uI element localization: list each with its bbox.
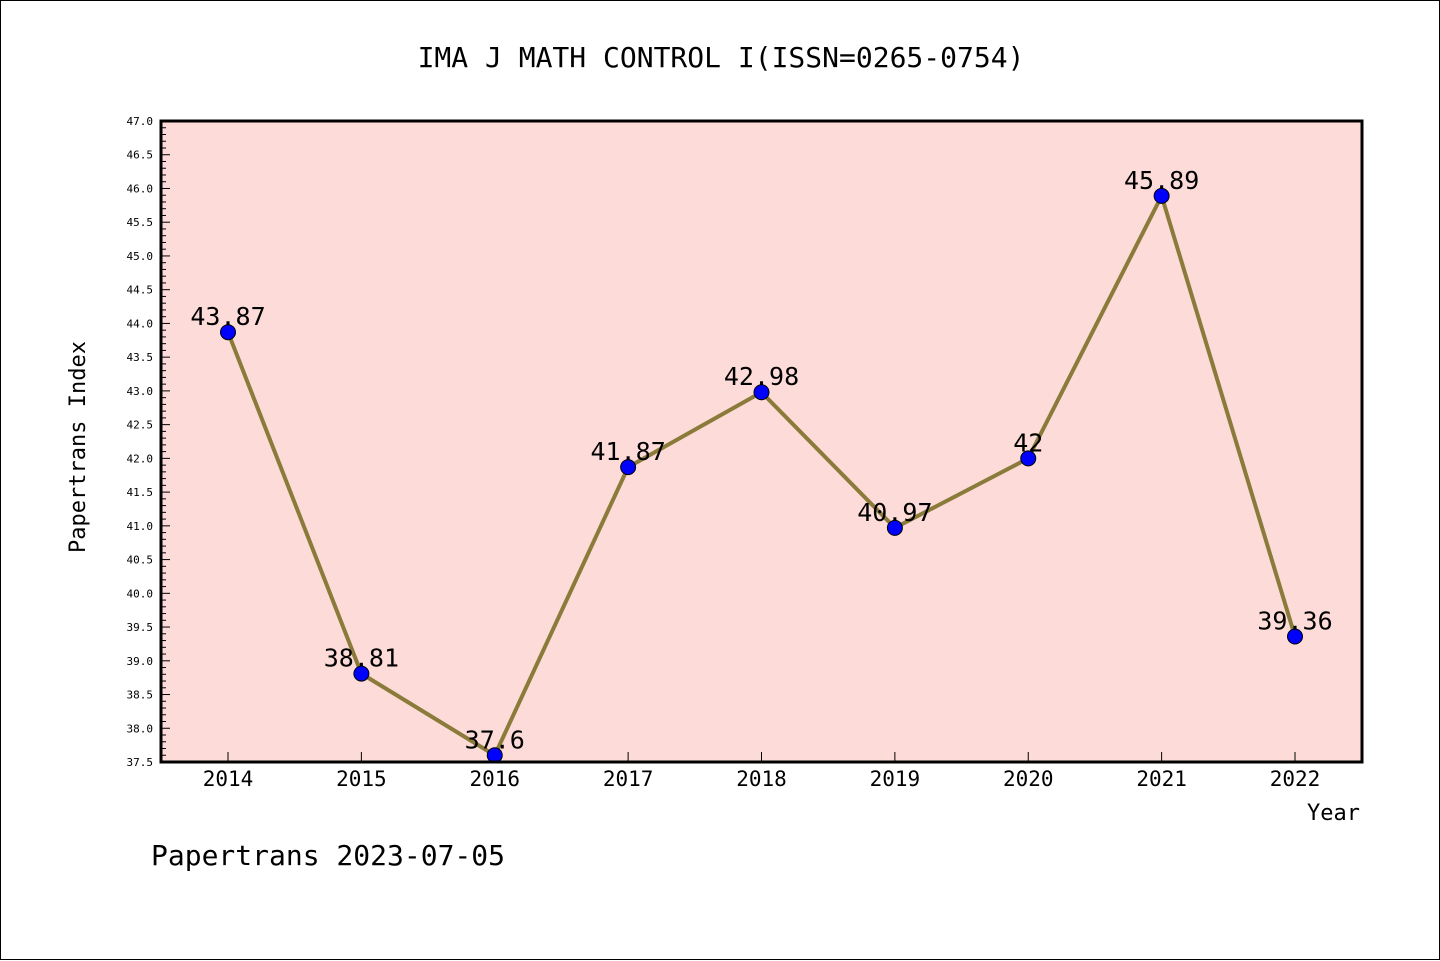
x-tick-label: 2019 xyxy=(870,767,921,791)
y-axis: 37.5 38.0 38.5 39.0 39.5 40.0 40.5 41.0 41.5 42.0… xyxy=(127,115,170,769)
data-point xyxy=(353,665,370,682)
y-tick-label: 43.0 xyxy=(127,385,154,398)
data-point xyxy=(1153,187,1170,204)
y-tick-label: 45.0 xyxy=(127,250,154,263)
y-tick-label: 41.5 xyxy=(127,486,154,499)
x-tick-label: 2021 xyxy=(1136,767,1187,791)
data-label: 38.81 xyxy=(324,644,399,673)
y-tick-label: 46.5 xyxy=(127,149,154,162)
x-tick-label: 2022 xyxy=(1270,767,1321,791)
y-tick-label: 45.5 xyxy=(127,216,154,229)
y-tick-label: 40.5 xyxy=(127,554,154,567)
data-point xyxy=(1287,628,1303,645)
chart-title: IMA J MATH CONTROL I(ISSN=0265-0754) xyxy=(418,41,1025,74)
plot-area xyxy=(161,121,1362,762)
x-tick-label: 2018 xyxy=(736,767,787,791)
y-tick-label: 41.0 xyxy=(127,520,154,533)
x-axis: 2014 2015 2016 2017 2018 2019 2020 2021 2022 xyxy=(203,752,1321,791)
plot-frame xyxy=(159,119,1364,764)
x-tick-label: 2015 xyxy=(336,767,387,791)
y-tick-label: 44.5 xyxy=(127,284,154,297)
data-point xyxy=(753,384,770,401)
x-axis-label: Year xyxy=(1307,801,1360,826)
data-label: 45.89 xyxy=(1124,166,1199,195)
y-tick-label: 40.0 xyxy=(127,587,154,600)
data-label: 43.87 xyxy=(190,302,265,331)
y-tick-label: 38.5 xyxy=(127,689,154,702)
data-label: 42 xyxy=(1013,428,1043,457)
y-tick-label: 39.0 xyxy=(127,655,154,668)
y-tick-label: 42.5 xyxy=(127,419,154,432)
y-tick-label: 37.5 xyxy=(127,756,154,769)
y-tick-label: 43.5 xyxy=(127,351,154,364)
data-point xyxy=(1020,450,1037,467)
x-tick-label: 2020 xyxy=(1003,767,1054,791)
data-label: 41.87 xyxy=(590,437,665,466)
y-tick-label: 38.0 xyxy=(127,722,154,735)
data-point xyxy=(886,519,903,536)
data-point xyxy=(220,324,236,341)
data-labels: 43.87 38.81 37.6 41.87 42.98 40.97 42 45.89 39.3… xyxy=(190,166,1332,754)
data-point xyxy=(620,459,637,476)
y-axis-label: Papertrans Index xyxy=(66,341,91,553)
data-label: 40.97 xyxy=(857,498,932,527)
x-tick-label: 2014 xyxy=(203,767,254,791)
y-tick-label: 47.0 xyxy=(127,115,154,128)
y-tick-label: 46.0 xyxy=(127,182,154,195)
footer-text: Papertrans 2023-07-05 xyxy=(151,839,505,872)
x-tick-label: 2017 xyxy=(603,767,654,791)
x-tick-label: 2016 xyxy=(469,767,520,791)
y-tick-label: 42.0 xyxy=(127,452,154,465)
data-markers xyxy=(220,187,1303,764)
data-label: 42.98 xyxy=(724,362,799,391)
y-tick-label: 39.5 xyxy=(127,621,154,634)
y-tick-label: 44.0 xyxy=(127,317,154,330)
data-label: 39.36 xyxy=(1257,606,1332,635)
data-label: 37.6 xyxy=(465,725,525,754)
